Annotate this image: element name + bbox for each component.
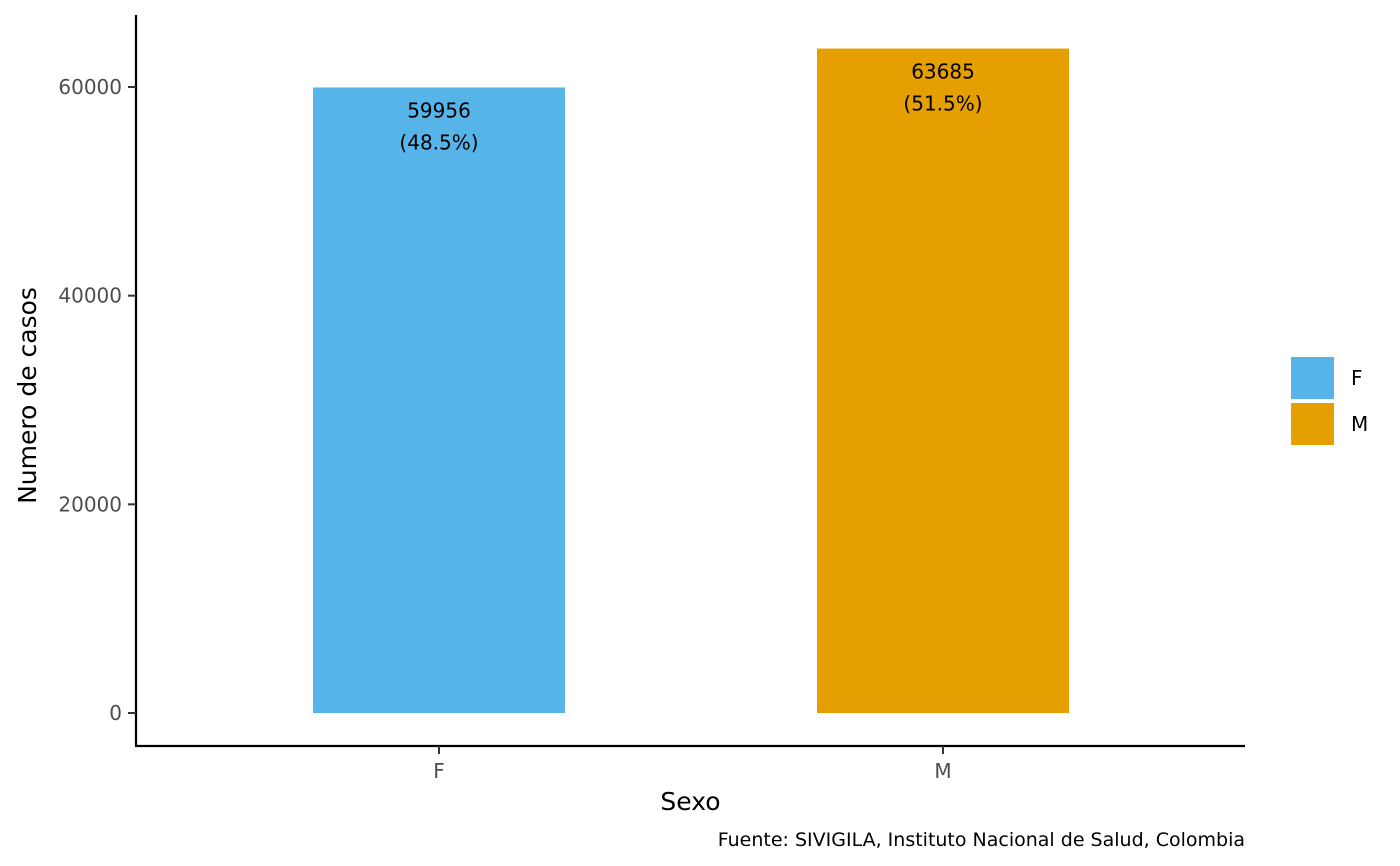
bar-data-label-f-count: 59956 [407,98,471,122]
bars-group [313,48,1069,714]
bar-labels-group: 59956 (48.5%) 63685 (51.5%) [399,60,982,155]
x-tick-label-m: M [934,759,951,783]
legend-label-f: F [1351,366,1363,390]
bar-data-label-m-count: 63685 [911,60,975,84]
y-tick-label: 60000 [58,75,122,99]
bar-data-label-m-percent: (51.5%) [903,92,982,116]
x-axis-title: Sexo [660,787,720,816]
y-axis-title: Numero de casos [13,287,42,504]
bar-data-label-f-percent: (48.5%) [399,130,478,154]
y-ticks-group: 0 20000 40000 60000 [58,75,136,725]
bar-f [313,87,565,714]
y-tick-label: 40000 [58,284,122,308]
bar-m [817,48,1069,714]
y-tick-label: 0 [109,701,122,725]
legend-key-f [1291,357,1334,399]
y-tick-label: 20000 [58,492,122,516]
legend-label-m: M [1351,412,1368,436]
legend: FM [1291,357,1368,445]
legend-key-m [1291,403,1334,445]
x-tick-label-f: F [433,759,445,783]
caption-source: Fuente: SIVIGILA, Instituto Nacional de … [718,829,1245,851]
